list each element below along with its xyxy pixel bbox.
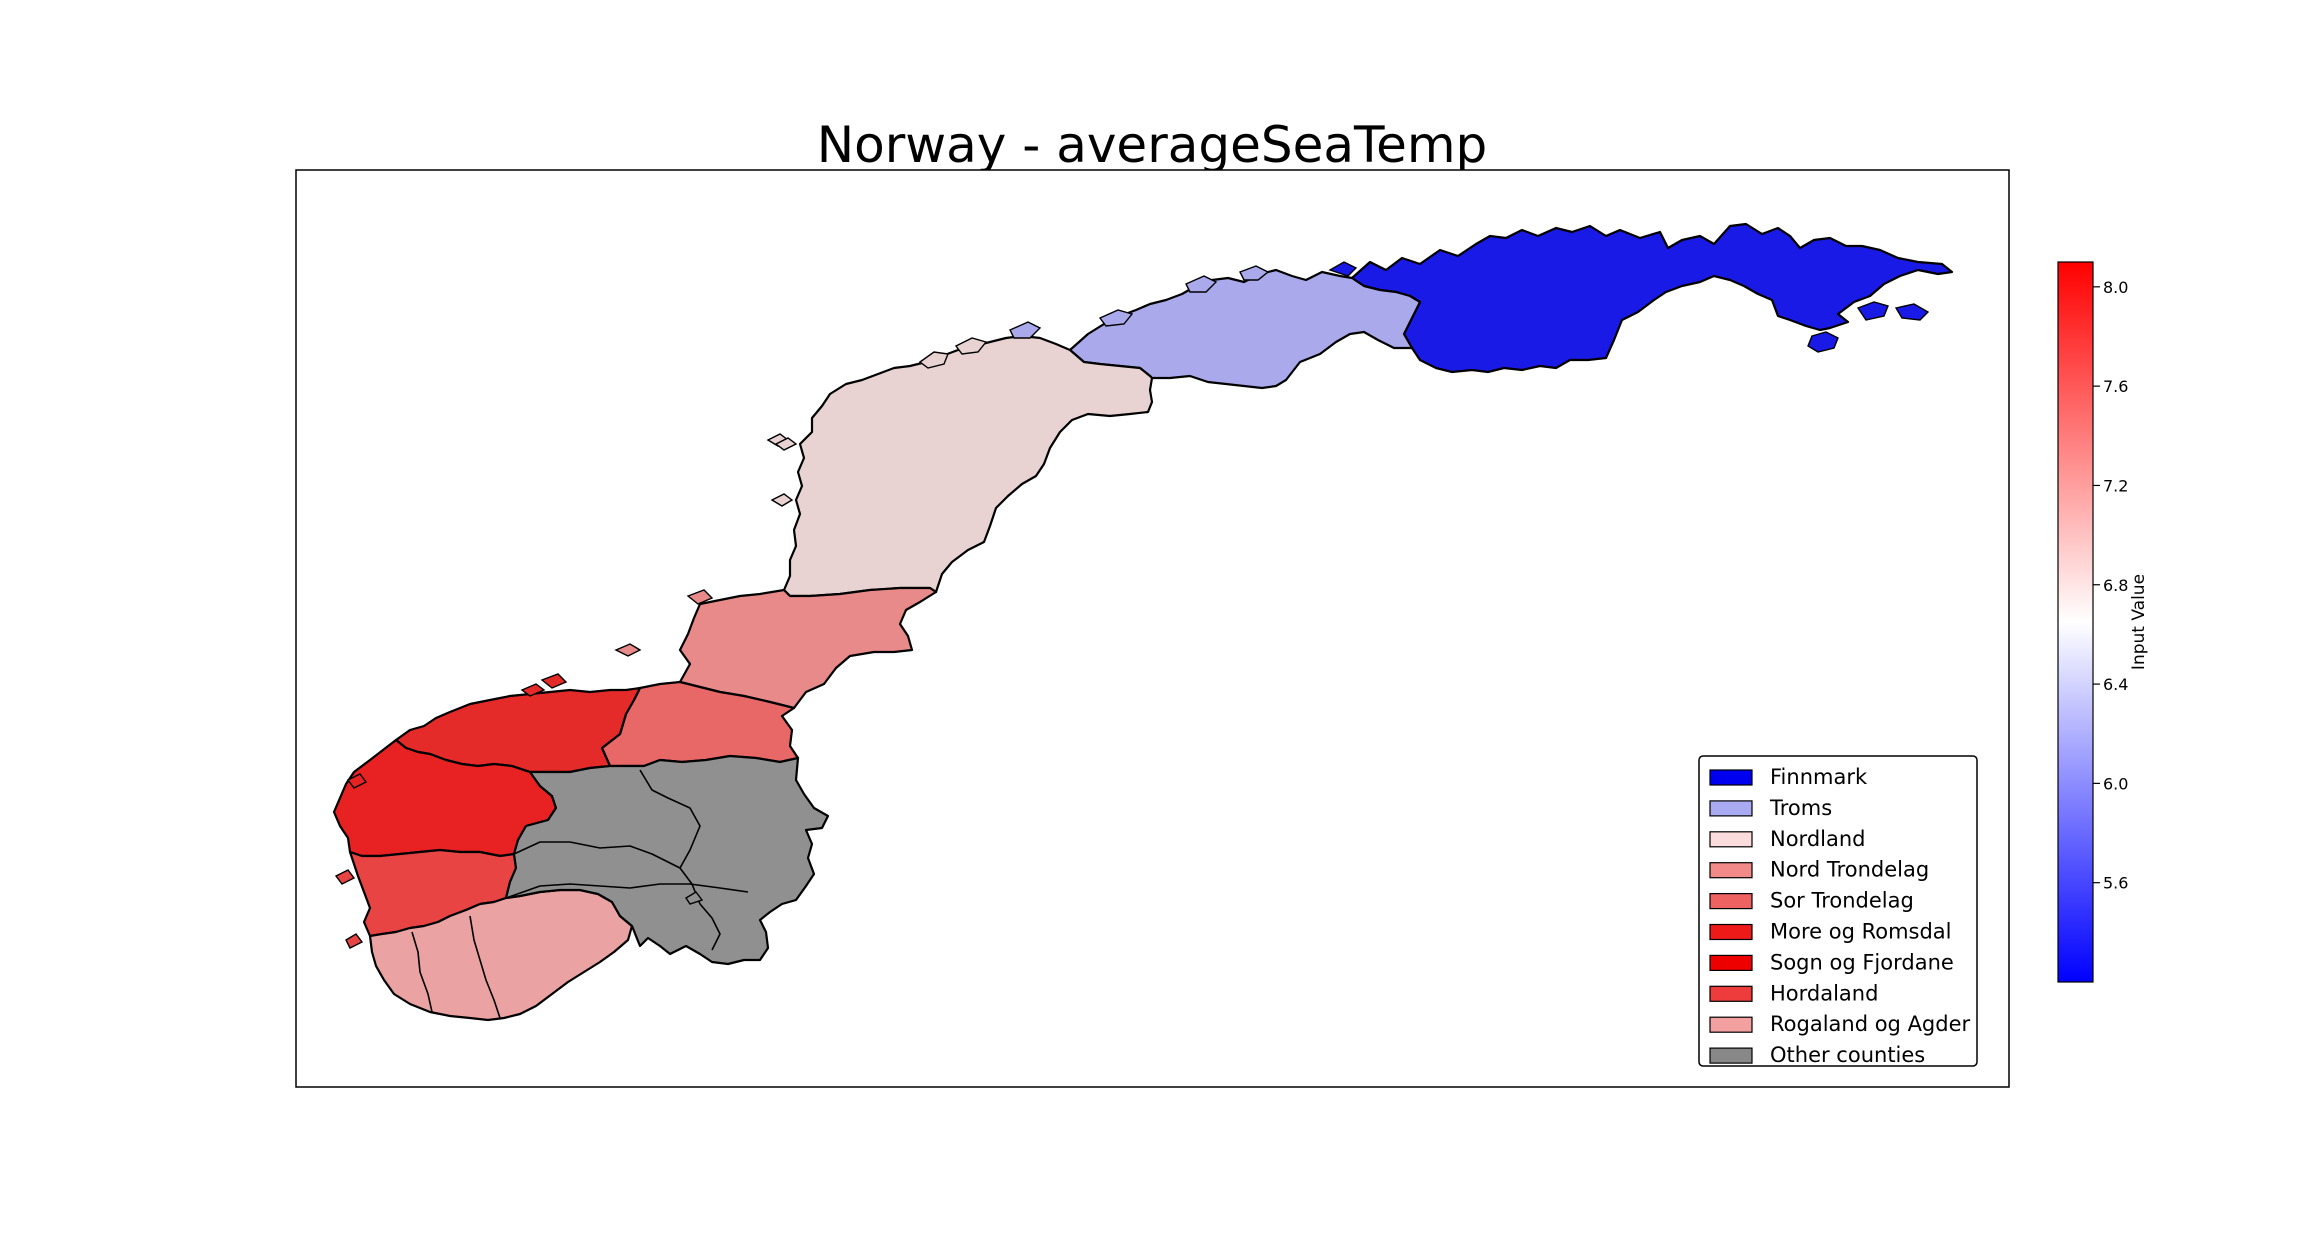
legend-label: Hordaland [1770, 981, 1878, 1005]
legend-swatch [1709, 985, 1753, 1002]
coastal-islet [346, 773, 368, 789]
legend-swatch [1709, 862, 1753, 879]
map-title: Norway - averageSeaTemp [817, 116, 1488, 174]
coastal-islet [1239, 265, 1270, 281]
legend-item: Other counties [1709, 1043, 1925, 1067]
region-nordland [782, 334, 1154, 598]
region-other-internal-border [505, 883, 749, 899]
colorbar-tick-label: 6.8 [2103, 576, 2128, 595]
region-finnmark-islet [1894, 303, 1930, 321]
colorbar-tick-label: 6.4 [2103, 675, 2128, 694]
legend-label: Sogn og Fjordane [1770, 950, 1954, 974]
legend-label: More og Romsdal [1770, 920, 1952, 944]
legend-label: Nordland [1770, 827, 1866, 851]
legend-swatch [1709, 923, 1753, 941]
coastal-islet [686, 589, 714, 605]
legend-item: Nordland [1709, 827, 1866, 851]
legend-item: Rogaland og Agder [1709, 1012, 1971, 1036]
colorbar: 8.0 7.6 7.2 6.8 6.4 6.0 5.6 Input Value [2057, 261, 2149, 983]
coastal-islet [918, 351, 949, 369]
legend-swatch [1709, 800, 1753, 817]
legend-item: Hordaland [1709, 981, 1878, 1005]
legend-swatch [1709, 769, 1753, 786]
coastal-islet [614, 643, 642, 657]
coastal-islet [520, 683, 546, 697]
map-regions [332, 222, 1954, 1022]
legend-item: Nord Trondelag [1709, 858, 1929, 882]
region-other-internal-border [513, 841, 681, 869]
legend-swatch [1709, 954, 1753, 972]
legend-label: Other counties [1770, 1043, 1925, 1067]
region-finnmark-islet [1856, 301, 1889, 321]
legend-label: Troms [1769, 796, 1832, 820]
legend-item: Sogn og Fjordane [1709, 950, 1954, 974]
legend-label: Nord Trondelag [1770, 858, 1929, 882]
region-finnmark [1350, 222, 1954, 374]
colorbar-tick-label: 7.2 [2103, 476, 2128, 495]
legend-item: More og Romsdal [1709, 920, 1952, 944]
region-other-internal-border [699, 903, 721, 951]
legend-swatch [1709, 892, 1753, 910]
region-other-counties [504, 754, 830, 966]
coastal-islet [685, 891, 704, 905]
colorbar-tick-label: 8.0 [2103, 278, 2128, 297]
legend-label: Finnmark [1770, 765, 1868, 789]
coastal-islet [1185, 275, 1218, 293]
coastal-islet [774, 437, 798, 451]
legend-items: Finnmark Troms Nordland Nord Trondelag Sor T… [1709, 765, 1971, 1067]
coastal-islet [1098, 309, 1134, 327]
coastal-islet [1328, 261, 1358, 277]
region-finnmark-islet [1807, 331, 1839, 353]
legend-swatch [1709, 1047, 1753, 1064]
coastal-islet [770, 493, 794, 507]
legend-item: Sor Trondelag [1709, 889, 1914, 913]
legend-swatch [1709, 1016, 1753, 1033]
legend-swatch [1709, 831, 1753, 848]
coastal-islet [954, 337, 988, 355]
region-rogaland-internal-border [411, 931, 433, 1013]
colorbar-tick-label: 5.6 [2103, 874, 2128, 893]
coastal-islet [1009, 321, 1042, 339]
coastal-islet [345, 933, 364, 949]
coastal-islet [334, 869, 356, 885]
legend-item: Troms [1709, 796, 1832, 820]
coastal-islets [334, 261, 1358, 949]
region-rogaland-og-agder [368, 888, 634, 1022]
colorbar-ticks: 8.0 7.6 7.2 6.8 6.4 6.0 5.6 [2093, 278, 2128, 893]
map-legend: Finnmark Troms Nordland Nord Trondelag Sor T… [1698, 755, 1978, 1067]
colorbar-tick-label: 6.0 [2103, 774, 2128, 793]
coastal-islet [540, 673, 568, 689]
colorbar-gradient [2057, 261, 2094, 983]
legend-label: Sor Trondelag [1770, 889, 1914, 913]
legend-item: Finnmark [1709, 765, 1868, 789]
region-other-internal-border [639, 769, 701, 905]
legend-label: Rogaland og Agder [1770, 1012, 1971, 1036]
colorbar-tick-label: 7.6 [2103, 377, 2128, 396]
region-rogaland-internal-border [469, 915, 501, 1019]
colorbar-label: Input Value [2129, 574, 2149, 670]
legend-frame [1698, 755, 1978, 1067]
